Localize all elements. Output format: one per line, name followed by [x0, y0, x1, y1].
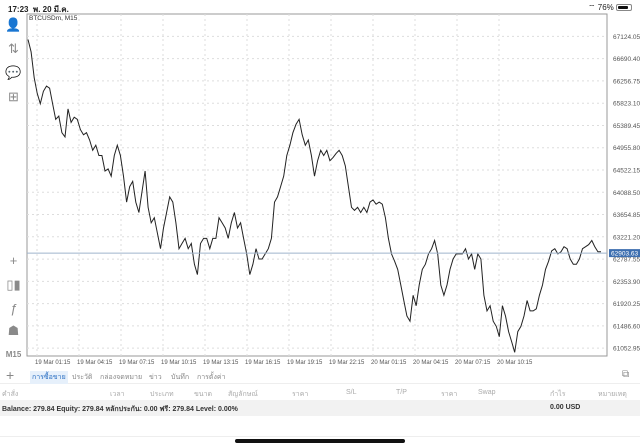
status-time: 17:23 พ. 20 มี.ค. — [8, 3, 69, 16]
balance-row: Balance: 279.84 Equity: 279.84 หลักประกั… — [0, 400, 640, 416]
function-icon[interactable]: ƒ — [9, 301, 18, 316]
current-price-tag — [609, 249, 640, 258]
date: พ. 20 มี.ค. — [32, 5, 69, 14]
y-tick-label: 62353.90 — [613, 279, 640, 286]
new-order-icon[interactable]: ⊞ — [8, 89, 19, 104]
col-price: ราคา — [292, 391, 309, 398]
status-right: ⌔ 76% — [588, 3, 632, 13]
layout-icon[interactable]: ⧉ — [622, 369, 630, 380]
x-tick-label: 20 Mar 10:15 — [497, 360, 533, 366]
y-tick-label: 66256.75 — [613, 78, 640, 85]
col-tp: T/P — [396, 389, 407, 396]
battery-icon — [616, 4, 632, 12]
y-tick-label: 62787.55 — [613, 257, 640, 264]
x-tick-label: 19 Mar 16:15 — [245, 360, 281, 366]
x-tick-label: 19 Mar 19:15 — [287, 360, 323, 366]
y-tick-label: 64088.50 — [613, 190, 640, 197]
tab-mailbox[interactable]: กล่องจดหมาย — [100, 374, 143, 381]
col-time: เวลา — [110, 391, 125, 398]
x-tick-label: 19 Mar 22:15 — [329, 360, 365, 366]
symbol-label: BTCUSDm, M15 — [29, 15, 78, 22]
left-toolbar: 👤 ⇅ 💬 ⊞ + ▯▮ ƒ ☗ M15 — [0, 14, 27, 364]
price-line — [27, 39, 601, 353]
tab-trade[interactable]: การซื้อขาย — [30, 371, 68, 384]
col-symbol: สัญลักษณ์ — [228, 391, 258, 398]
battery-percent: 76% — [597, 3, 614, 12]
y-tick-label: 63221.20 — [613, 234, 640, 241]
x-tick-label: 19 Mar 04:15 — [77, 360, 113, 366]
chat-icon[interactable]: 💬 — [5, 65, 22, 80]
y-tick-label: 65823.10 — [613, 101, 640, 108]
tab-settings[interactable]: การตั้งค่า — [197, 374, 226, 381]
account-icon[interactable]: 👤 — [5, 17, 22, 32]
x-tick-label: 20 Mar 07:15 — [455, 360, 491, 366]
home-indicator[interactable] — [235, 439, 405, 443]
wifi-icon: ⌔ — [587, 3, 596, 12]
y-tick-label: 61052.95 — [613, 346, 640, 353]
indicators-icon[interactable]: ▯▮ — [6, 277, 21, 292]
crosshair-icon[interactable]: + — [9, 253, 18, 268]
x-tick-label: 20 Mar 01:15 — [371, 360, 407, 366]
x-tick-label: 20 Mar 04:15 — [413, 360, 449, 366]
total-profit: 0.00 USD — [550, 404, 581, 411]
tab-news[interactable]: ข่าว — [149, 374, 162, 381]
col-comment: หมายเหตุ — [598, 391, 627, 398]
y-tick-label: 61920.25 — [613, 301, 640, 308]
col-sl: S/L — [346, 389, 357, 396]
y-tick-label: 66690.40 — [613, 56, 640, 63]
col-volume: ขนาด — [194, 391, 213, 398]
col-profit: กำไร — [550, 391, 566, 398]
y-tick-label: 64955.80 — [613, 145, 640, 152]
y-tick-label: 67124.05 — [613, 34, 640, 41]
plus-icon[interactable]: + — [6, 367, 15, 383]
price-chart[interactable]: 67124.05 66690.40 66256.75 65823.10 65389.45… — [0, 0, 640, 368]
status-bar: 17:23 พ. 20 มี.ค. ⌔ 76% — [0, 0, 640, 14]
y-tick-label: 64522.15 — [613, 167, 640, 174]
x-tick-label: 19 Mar 13:15 — [203, 360, 239, 366]
y-tick-label: 61486.60 — [613, 323, 640, 330]
col-swap: Swap — [478, 389, 496, 396]
tab-journal[interactable]: บันทึก — [171, 374, 190, 381]
current-price-label: 62903.63 — [611, 251, 638, 258]
trade-icon[interactable]: ⇅ — [8, 41, 19, 56]
col-order: คำสั่ง — [2, 391, 19, 398]
time: 17:23 — [8, 5, 29, 14]
balance-text: Balance: 279.84 Equity: 279.84 หลักประกั… — [2, 406, 238, 413]
objects-icon[interactable]: ☗ — [7, 323, 20, 338]
table-header: คำสั่ง เวลา ประเภท ขนาด สัญลักษณ์ ราคา S… — [0, 386, 640, 400]
timeframe-button[interactable]: M15 — [5, 350, 22, 359]
terminal-tabs: + การซื้อขาย ประวัติ กล่องจดหมาย ข่าว บั… — [0, 367, 640, 384]
x-tick-label: 19 Mar 01:15 — [35, 360, 71, 366]
col-type: ประเภท — [150, 391, 174, 398]
tab-history[interactable]: ประวัติ — [72, 374, 93, 381]
x-tick-label: 19 Mar 07:15 — [119, 360, 155, 366]
col-price2: ราคา — [441, 391, 458, 398]
chart-frame — [26, 13, 608, 357]
y-tick-label: 65389.45 — [613, 123, 640, 130]
y-tick-label: 63654.85 — [613, 212, 640, 219]
divider — [0, 436, 640, 437]
x-tick-label: 19 Mar 10:15 — [161, 360, 197, 366]
